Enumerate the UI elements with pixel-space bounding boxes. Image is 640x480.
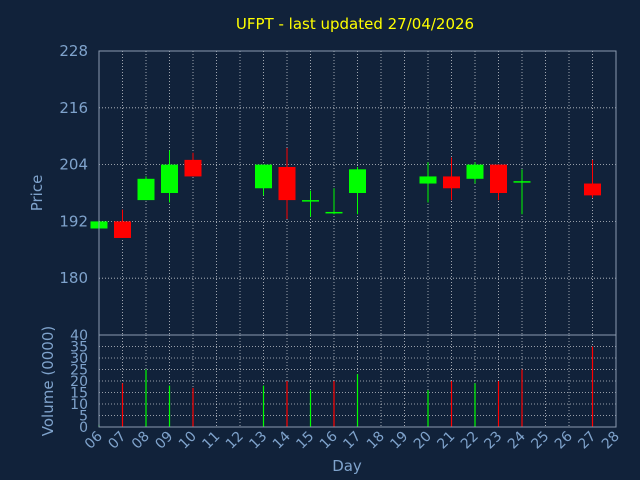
candle-body <box>584 183 601 196</box>
candle-body <box>137 178 155 201</box>
volume-tick-label: 35 <box>70 340 88 356</box>
price-tick-label: 192 <box>59 212 88 230</box>
price-tick-label: 228 <box>59 42 88 60</box>
chart-title: UFPT - last updated 27/04/2026 <box>236 15 474 33</box>
volume-tick-label: 5 <box>79 409 88 425</box>
price-candles <box>90 148 601 238</box>
volume-tick-label: 15 <box>70 386 88 402</box>
candle-body <box>513 181 531 183</box>
x-axis-label: Day <box>332 457 362 475</box>
candle-body <box>161 164 178 193</box>
volume-tick-label: 40 <box>70 328 88 344</box>
volume-tick-label: 25 <box>70 363 88 379</box>
volume-tick-label: 20 <box>70 374 88 390</box>
candle-body <box>184 159 202 177</box>
price-tick-label: 180 <box>59 269 88 287</box>
price-y-ticks: 180 192 204 216 228 <box>59 42 88 287</box>
candle-body <box>466 164 484 179</box>
price-tick-label: 216 <box>59 99 88 117</box>
candle-body <box>255 164 272 189</box>
price-axis-label: Price <box>28 175 46 212</box>
volume-tick-label: 30 <box>70 351 88 367</box>
candle-body <box>302 200 319 202</box>
volume-plot-frame <box>98 334 617 428</box>
volume-tick-label: 0 <box>79 420 88 436</box>
candle-body <box>419 176 437 184</box>
candle-body <box>325 211 343 214</box>
volume-axis-label: Volume (0000) <box>39 326 57 436</box>
candle-body <box>114 221 131 238</box>
candle-body <box>278 166 296 201</box>
x-ticks: 06 07 08 09 10 11 12 13 14 15 16 17 18 19 20 21 22 23 24 25… <box>82 428 623 452</box>
candle-body <box>349 169 366 193</box>
volume-tick-label: 10 <box>70 397 88 413</box>
price-tick-label: 204 <box>59 156 88 174</box>
candle-body <box>490 164 507 193</box>
volume-bars <box>98 346 594 427</box>
candle-body <box>443 176 460 189</box>
